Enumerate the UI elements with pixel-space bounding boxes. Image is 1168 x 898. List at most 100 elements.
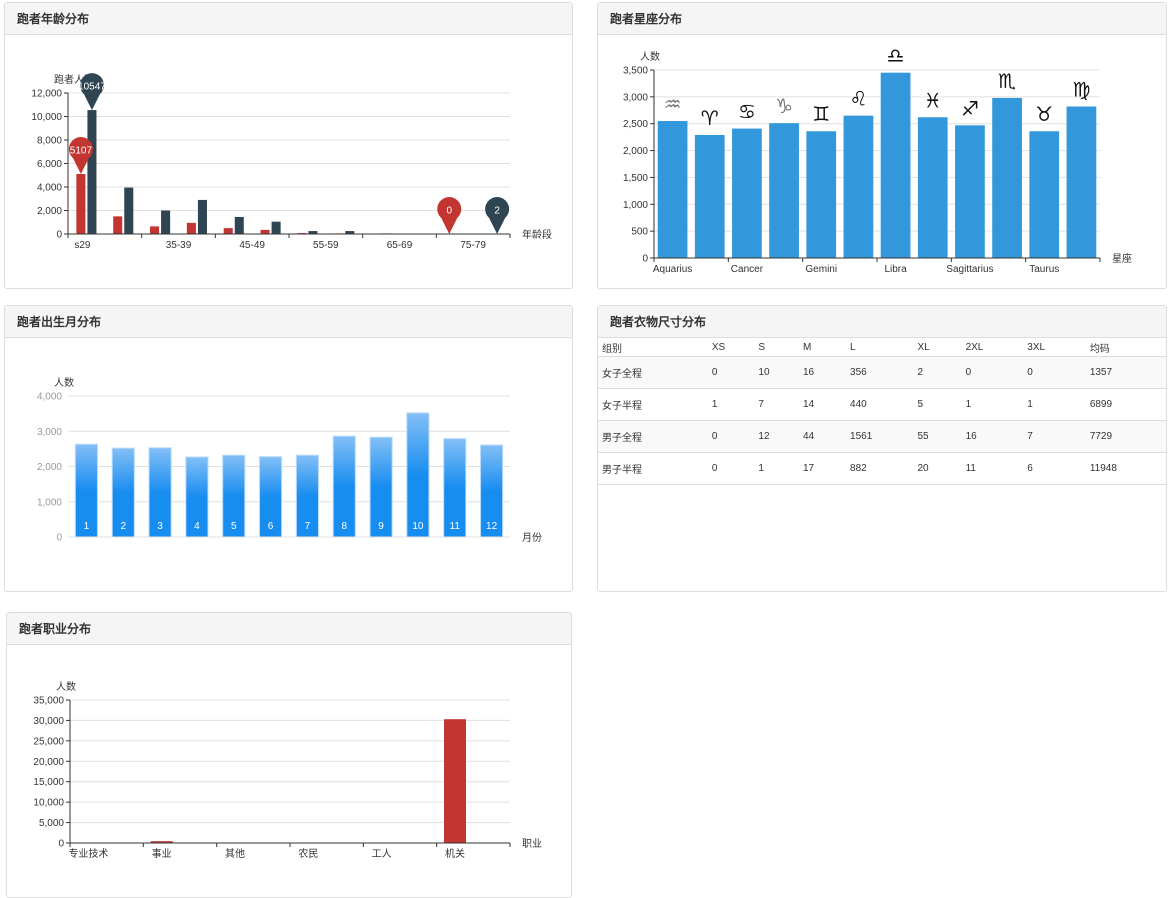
scorpio-icon: ♏ bbox=[998, 71, 1016, 93]
sizes-table: 组别 XS S M L XL 2XL 3XL 均码 女子全程 0 10 16 356 2 0 0 1357 女子半… bbox=[598, 338, 1166, 485]
bar bbox=[186, 222, 196, 234]
bar-label: 6 bbox=[268, 521, 274, 532]
y-tick-label: 6,000 bbox=[37, 159, 62, 170]
bar bbox=[234, 216, 244, 234]
y-tick-label: 2,500 bbox=[623, 119, 648, 130]
column-header: 2XL bbox=[961, 338, 1024, 357]
table-cell: 356 bbox=[846, 356, 914, 389]
libra-icon: ♎ bbox=[887, 46, 905, 68]
y-tick-label: 1,000 bbox=[623, 200, 648, 211]
x-axis-label: 职业 bbox=[522, 838, 542, 850]
table-cell: 14 bbox=[798, 388, 847, 421]
x-tick-label: 75-79 bbox=[460, 240, 486, 251]
x-tick-label: 35-39 bbox=[166, 240, 192, 251]
y-tick-label: 2,000 bbox=[37, 462, 62, 473]
x-axis-label: 年龄段 bbox=[522, 228, 552, 241]
cancer-icon: ♋ bbox=[738, 102, 756, 124]
y-axis-label: 人数 bbox=[640, 50, 660, 63]
x-axis-label: 月份 bbox=[522, 532, 542, 544]
bar bbox=[444, 719, 466, 843]
table-cell: 7729 bbox=[1085, 420, 1166, 453]
column-header: 3XL bbox=[1023, 338, 1086, 357]
table-cell: 55 bbox=[913, 420, 962, 453]
table-cell: 男子半程 bbox=[598, 452, 708, 485]
taurus-icon: ♉ bbox=[1035, 104, 1053, 126]
pisces-icon: ♓ bbox=[924, 90, 942, 112]
bar bbox=[87, 110, 97, 234]
table-cell: 7 bbox=[754, 388, 799, 421]
x-tick-label: s29 bbox=[74, 240, 91, 251]
table-cell: 1 bbox=[754, 452, 799, 485]
table-cell: 1 bbox=[961, 388, 1024, 421]
bar bbox=[260, 229, 270, 234]
x-tick-label: 农民 bbox=[298, 847, 318, 860]
x-tick-label: 45-49 bbox=[239, 240, 265, 251]
table-cell: 6899 bbox=[1085, 388, 1166, 421]
x-tick-label: 机关 bbox=[445, 847, 465, 860]
table-cell: 1 bbox=[707, 388, 755, 421]
y-tick-label: 12,000 bbox=[31, 89, 62, 100]
y-tick-label: 30,000 bbox=[33, 716, 64, 727]
bar bbox=[732, 128, 762, 258]
marker-label: 10547 bbox=[78, 82, 106, 93]
bar-label: 4 bbox=[194, 521, 200, 532]
table-cell: 12 bbox=[754, 420, 799, 453]
bar bbox=[406, 412, 430, 538]
table-cell: 20 bbox=[913, 452, 962, 485]
y-tick-label: 10,000 bbox=[31, 112, 62, 123]
table-cell: 1357 bbox=[1085, 356, 1166, 389]
bar bbox=[271, 221, 281, 234]
x-tick-label: Libra bbox=[884, 264, 907, 275]
table-cell: 7 bbox=[1023, 420, 1086, 453]
table-row: 女子全程 0 10 16 356 2 0 0 1357 bbox=[598, 356, 1166, 389]
bar-label: 9 bbox=[378, 521, 384, 532]
table-header: 组别 XS S M L XL 2XL 3XL 均码 bbox=[598, 338, 1166, 357]
y-tick-label: 0 bbox=[58, 839, 64, 850]
x-tick-label: 专业技术 bbox=[68, 847, 108, 860]
age-panel: 跑者年龄分布 0 2,000 4,000 6,000 8,000 10,000 12,000… bbox=[4, 2, 573, 289]
y-tick-label: 5,000 bbox=[39, 818, 64, 829]
panel-title: 跑者星座分布 bbox=[598, 3, 1166, 35]
bar-label: 7 bbox=[305, 521, 311, 532]
table-cell: 男子全程 bbox=[598, 420, 708, 453]
table-cell: 0 bbox=[707, 356, 755, 389]
bar-label: 12 bbox=[486, 521, 498, 532]
job-chart: 0 5,000 10,000 15,000 20,000 25,000 30,000 35,0… bbox=[33, 680, 542, 860]
y-axis-label: 人数 bbox=[54, 376, 74, 389]
table-cell: 44 bbox=[798, 420, 847, 453]
bar bbox=[917, 117, 948, 258]
bar bbox=[223, 228, 233, 234]
marker-pin bbox=[437, 197, 462, 234]
marker-pin bbox=[79, 73, 104, 111]
sizes-panel: 跑者衣物尺寸分布 组别 XS S M L XL 2XL 3XL 均码 女子全程 0 10 16 356 2… bbox=[597, 305, 1167, 592]
marker-label: 0 bbox=[446, 206, 452, 217]
column-header: M bbox=[798, 338, 847, 357]
panel-title: 跑者衣物尺寸分布 bbox=[598, 306, 1166, 338]
bar bbox=[197, 199, 207, 234]
y-tick-label: 3,000 bbox=[623, 92, 648, 103]
table-row: 女子半程 1 7 14 440 5 1 1 6899 bbox=[598, 388, 1166, 421]
marker-label: 5107 bbox=[70, 145, 93, 156]
x-tick-label: 事业 bbox=[152, 847, 172, 860]
zodiac-panel: 跑者星座分布 0 500 1,000 1,500 2,000 2,500 3,000 3,50… bbox=[597, 2, 1167, 289]
bar-label: 11 bbox=[450, 521, 461, 532]
y-tick-label: 10,000 bbox=[33, 798, 64, 809]
bar bbox=[992, 97, 1022, 258]
age-chart: 02,0004,0006,0008,00010,00012,000跑者人数年龄段… bbox=[31, 73, 552, 251]
y-tick-label: 4,000 bbox=[37, 183, 62, 194]
column-header: L bbox=[846, 338, 914, 357]
x-tick-label: Gemini bbox=[805, 264, 837, 275]
table-cell: 1 bbox=[1023, 388, 1086, 421]
bar-label: 2 bbox=[120, 521, 126, 532]
bar bbox=[694, 134, 725, 258]
aries-icon: ♈ bbox=[701, 108, 719, 130]
table-cell: 17 bbox=[798, 452, 847, 485]
table-cell: 0 bbox=[707, 452, 755, 485]
aquarius-icon: ♒ bbox=[664, 94, 682, 116]
panel-title: 跑者职业分布 bbox=[7, 613, 571, 645]
bar bbox=[113, 216, 123, 234]
table-cell: 11948 bbox=[1085, 452, 1166, 485]
month-panel: 跑者出生月分布 0 1,000 2,000 3,000 4,000 人数 月份 1 2 3 4 5 6 7… bbox=[4, 305, 573, 592]
